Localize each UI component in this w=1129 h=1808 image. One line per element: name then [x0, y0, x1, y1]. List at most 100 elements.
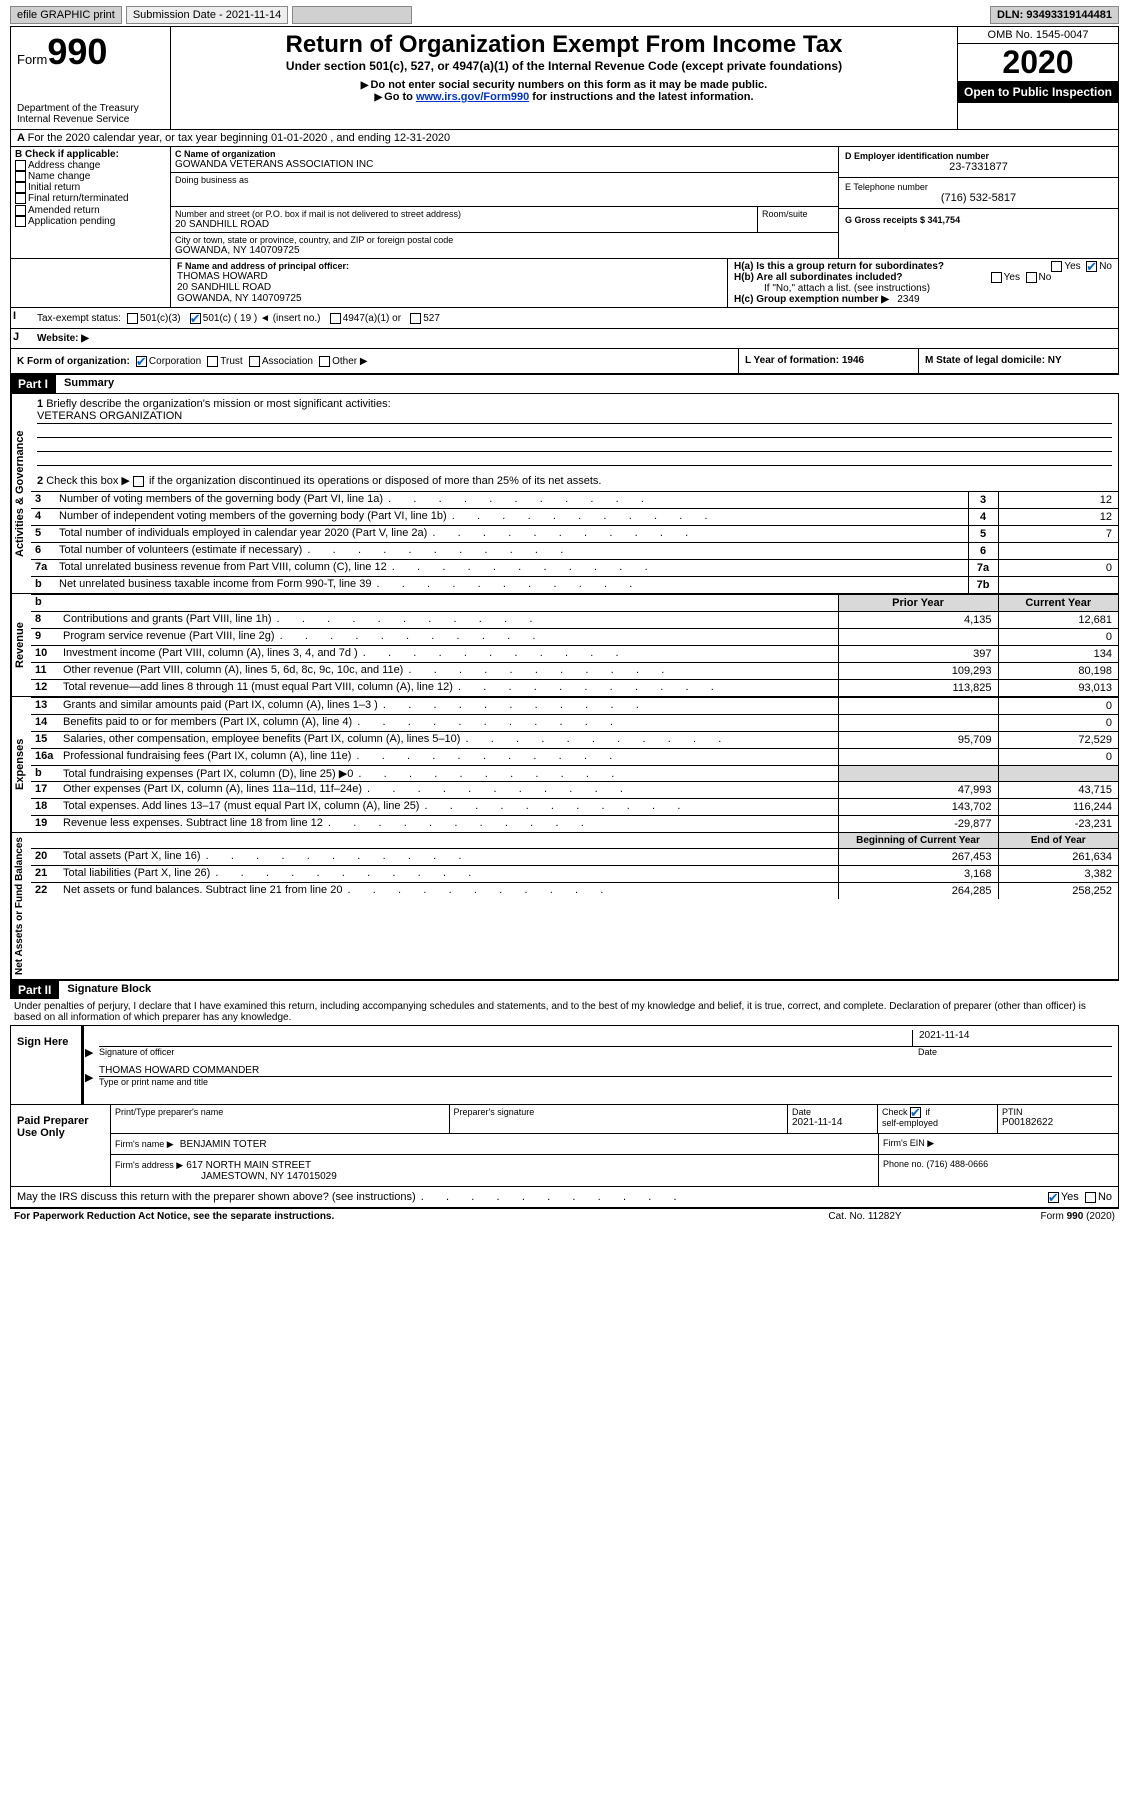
table-row: 20Total assets (Part X, line 16)267,4532… — [31, 849, 1118, 866]
org-info-block: B Check if applicable: Address change Na… — [10, 147, 1119, 259]
corp-checkbox[interactable] — [136, 356, 147, 367]
discuss-yes-checkbox[interactable] — [1048, 1192, 1059, 1203]
table-row: 19Revenue less expenses. Subtract line 1… — [31, 816, 1118, 833]
k-block: K Form of organization: Corporation Trus… — [11, 349, 738, 373]
section-f: F Name and address of principal officer:… — [171, 259, 728, 307]
phone-value: (716) 532-5817 — [845, 192, 1112, 204]
boy-hdr: Beginning of Current Year — [838, 833, 998, 849]
eoy-hdr: End of Year — [998, 833, 1118, 849]
4947-checkbox[interactable] — [330, 313, 341, 324]
trust-label: Trust — [220, 356, 242, 367]
officer-addr2: GOWANDA, NY 140709725 — [177, 293, 721, 304]
firm-name-label: Firm's name ▶ — [115, 1139, 174, 1149]
corp-label: Corporation — [149, 356, 201, 367]
4947-label: 4947(a)(1) or — [343, 313, 401, 324]
revenue-table: bPrior YearCurrent Year 8Contributions a… — [31, 594, 1118, 696]
form990-link[interactable]: www.irs.gov/Form990 — [416, 91, 529, 103]
tax-year: 2020 — [958, 44, 1118, 81]
application-pending-checkbox[interactable] — [15, 216, 26, 227]
ha-yes-checkbox[interactable] — [1051, 261, 1062, 272]
declaration-text: Under penalties of perjury, I declare th… — [10, 999, 1119, 1025]
d-label: D Employer identification number — [845, 151, 1112, 161]
officer-name: THOMAS HOWARD — [177, 271, 721, 282]
ha-yes-label: Yes — [1064, 261, 1080, 272]
hb-yes-checkbox[interactable] — [991, 272, 1002, 283]
table-row: bNet unrelated business taxable income f… — [31, 577, 1118, 594]
header-center: Return of Organization Exempt From Incom… — [171, 27, 958, 129]
table-row: 18Total expenses. Add lines 13–17 (must … — [31, 799, 1118, 816]
prep-date-value: 2021-11-14 — [792, 1117, 873, 1128]
table-row: 4Number of independent voting members of… — [31, 509, 1118, 526]
ha-no-checkbox[interactable] — [1086, 261, 1097, 272]
instr-ssn: Do not enter social security numbers on … — [177, 79, 951, 91]
efile-button[interactable]: efile GRAPHIC print — [10, 6, 122, 24]
vtext-expenses: Expenses — [11, 697, 31, 832]
part2-header-row: Part II Signature Block — [10, 981, 1119, 999]
section-h: H(a) Is this a group return for subordin… — [728, 259, 1118, 307]
trust-checkbox[interactable] — [207, 356, 218, 367]
b-label: B Check if applicable: — [15, 149, 166, 160]
group-exemption-num: 2349 — [897, 294, 919, 305]
table-row: 13Grants and similar amounts paid (Part … — [31, 698, 1118, 715]
vtext-netassets: Net Assets or Fund Balances — [11, 833, 31, 979]
instr-ssn-text: Do not enter social security numbers on … — [370, 79, 767, 91]
q2-label: Check this box ▶ if the organization dis… — [46, 475, 601, 487]
ha-label: H(a) Is this a group return for subordin… — [734, 261, 944, 272]
discuss-no-label: No — [1098, 1191, 1112, 1203]
assoc-checkbox[interactable] — [249, 356, 260, 367]
ein-value: 23-7331877 — [845, 161, 1112, 173]
top-bar: efile GRAPHIC print Submission Date - 20… — [10, 6, 1119, 24]
mission-text: VETERANS ORGANIZATION — [37, 410, 1112, 424]
submission-date-button[interactable]: Submission Date - 2021-11-14 — [126, 6, 288, 24]
website-label: Website: ▶ — [31, 329, 1118, 348]
part1-header-row: Part I Summary — [10, 375, 1119, 393]
dba-label: Doing business as — [175, 175, 834, 185]
address-change-checkbox[interactable] — [15, 160, 26, 171]
i-letter: I — [11, 308, 31, 328]
sign-here-label: Sign Here — [11, 1026, 81, 1104]
b-item-1: Name change — [28, 171, 90, 182]
table-row: 16aProfessional fundraising fees (Part I… — [31, 749, 1118, 766]
vtext-revenue: Revenue — [11, 594, 31, 696]
other-label: Other ▶ — [332, 356, 367, 367]
prior-year-hdr: Prior Year — [838, 595, 998, 612]
discuss-no-checkbox[interactable] — [1085, 1192, 1096, 1203]
blank-button[interactable] — [292, 6, 412, 24]
city-state-zip: GOWANDA, NY 140709725 — [175, 245, 834, 256]
open-inspection: Open to Public Inspection — [958, 81, 1118, 103]
501c-checkbox[interactable] — [190, 313, 201, 324]
527-checkbox[interactable] — [410, 313, 421, 324]
initial-return-checkbox[interactable] — [15, 182, 26, 193]
form-word: Form — [17, 52, 47, 67]
expenses-table: 13Grants and similar amounts paid (Part … — [31, 697, 1118, 832]
table-row: 15Salaries, other compensation, employee… — [31, 732, 1118, 749]
street-address: 20 SANDHILL ROAD — [175, 219, 753, 230]
i-label: Tax-exempt status: — [37, 313, 121, 324]
firm-addr1: 617 NORTH MAIN STREET — [186, 1160, 311, 1171]
table-row: 12Total revenue—add lines 8 through 11 (… — [31, 680, 1118, 697]
form-subtitle: Under section 501(c), 527, or 4947(a)(1)… — [177, 59, 951, 73]
b-item-0: Address change — [28, 160, 100, 171]
vtext-activities-governance: Activities & Governance — [11, 394, 31, 593]
table-row: 22Net assets or fund balances. Subtract … — [31, 883, 1118, 900]
other-checkbox[interactable] — [319, 356, 330, 367]
hb-no-label: No — [1039, 272, 1052, 283]
tax-exempt-status: Tax-exempt status: 501(c)(3) 501(c) ( 19… — [31, 308, 1118, 328]
prep-name-label: Print/Type preparer's name — [115, 1107, 445, 1117]
amended-return-checkbox[interactable] — [15, 205, 26, 216]
firm-ein-label: Firm's EIN ▶ — [878, 1134, 1118, 1154]
501c3-label: 501(c)(3) — [140, 313, 181, 324]
discontinued-checkbox[interactable] — [133, 476, 144, 487]
501c3-checkbox[interactable] — [127, 313, 138, 324]
f-label: F Name and address of principal officer: — [177, 261, 721, 271]
final-return-checkbox[interactable] — [15, 193, 26, 204]
room-label: Room/suite — [762, 209, 834, 219]
b-item-5: Application pending — [28, 216, 115, 227]
name-change-checkbox[interactable] — [15, 171, 26, 182]
hb-no-checkbox[interactable] — [1026, 272, 1037, 283]
fh-block: F Name and address of principal officer:… — [10, 259, 1119, 308]
self-employed-checkbox[interactable] — [910, 1107, 921, 1118]
l-formation: L Year of formation: 1946 — [738, 349, 918, 373]
ij-block: I Tax-exempt status: 501(c)(3) 501(c) ( … — [10, 308, 1119, 329]
table-row: 21Total liabilities (Part X, line 26)3,1… — [31, 866, 1118, 883]
